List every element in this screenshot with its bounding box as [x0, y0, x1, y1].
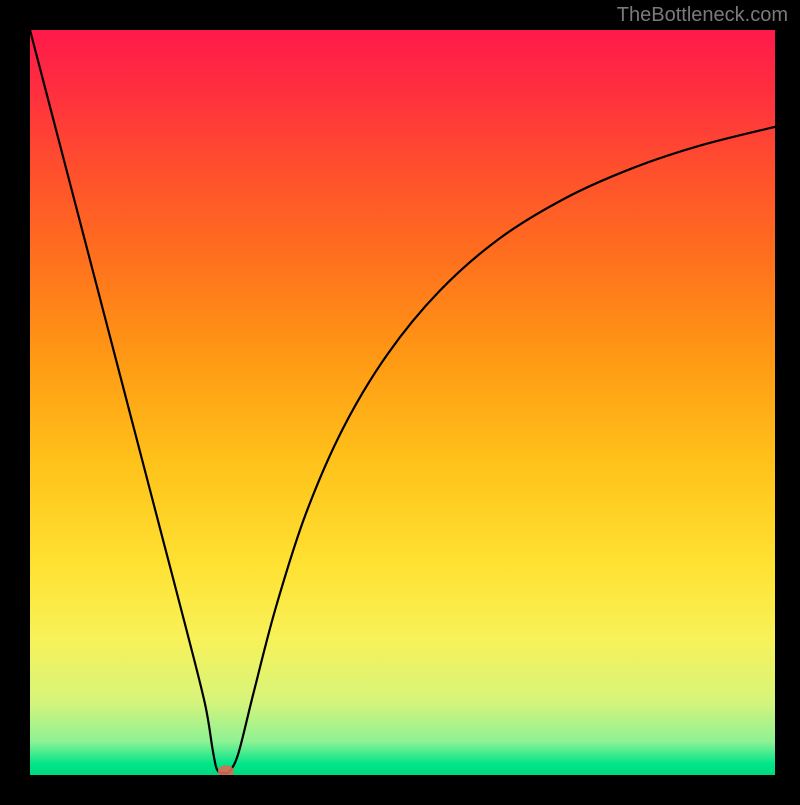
bottleneck-chart — [0, 0, 800, 800]
plot-background — [30, 30, 775, 775]
watermark-text: TheBottleneck.com — [617, 4, 788, 27]
